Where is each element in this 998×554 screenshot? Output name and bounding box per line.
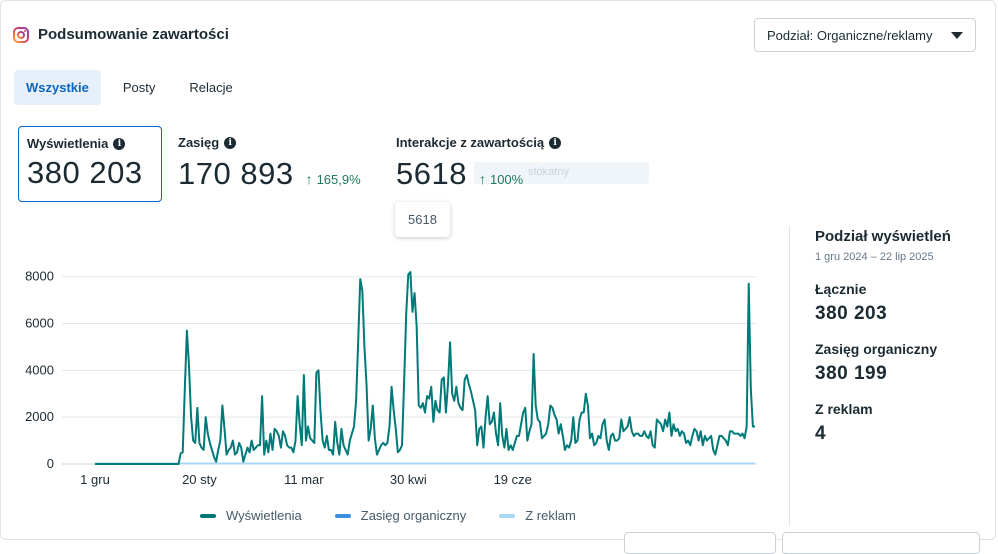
ads-label: Z reklam [815,401,873,417]
info-icon[interactable]: i [549,136,562,149]
metric-reach[interactable]: Zasięg i 170 893 ↑ 165,9% [178,135,361,192]
chevron-down-icon [951,31,963,39]
header: Podsumowanie zawartości [13,26,229,43]
x-tick-label: 30 kwi [390,472,427,487]
breakdown-date-range: 1 gru 2024 – 22 lip 2025 [815,251,934,263]
breakdown-title: Podział wyświetleń [815,228,951,245]
metric-interactions-value: 5618 [396,156,467,191]
divider [789,226,790,526]
ghost-label: stokatny [474,162,649,184]
series-line-views [95,271,755,465]
info-icon[interactable]: i [224,136,237,149]
y-tick-label: 0 [47,456,54,471]
legend-item-ads[interactable]: Z reklam [499,508,576,523]
chart-legend: Wyświetlenia Zasięg organiczny Z reklam [200,508,609,523]
metric-reach-change: ↑ 165,9% [306,171,361,187]
metric-interactions-change: ↑ 100% [479,171,523,187]
info-icon[interactable]: i [113,137,126,150]
organic-label: Zasięg organiczny [815,341,938,357]
metric-reach-value: 170 893 [178,156,294,191]
breakdown-dropdown[interactable]: Podział: Organiczne/reklamy [754,18,976,52]
legend-item-organic[interactable]: Zasięg organiczny [334,508,467,523]
bottom-button-left[interactable] [624,532,776,554]
tabs: Wszystkie Posty Relacje [14,70,255,105]
breakdown-dropdown-label: Podział: Organiczne/reklamy [767,27,933,43]
legend-label-ads: Z reklam [525,508,576,523]
arrow-up-icon: ↑ [305,171,313,187]
legend-swatch-ads [499,513,516,518]
bottom-button-right[interactable] [782,532,980,554]
ads-value: 4 [815,423,827,444]
metric-interactions[interactable]: Interakcje z zawartością i 5618 ↑ 100% [396,135,562,192]
metric-interactions-label: Interakcje z zawartością [396,135,545,150]
metric-views-label: Wyświetlenia [27,136,109,151]
views-line-chart[interactable]: 0 2000 4000 6000 8000 1 gru 20 sty 11 mar 30 kwi… [0,250,775,530]
total-value: 380 203 [815,303,888,324]
x-tick-label: 1 gru [80,472,110,487]
organic-value: 380 199 [815,363,888,384]
x-tick-label: 19 cze [494,472,532,487]
tab-all[interactable]: Wszystkie [14,70,101,105]
tab-posts[interactable]: Posty [122,80,156,95]
y-tick-label: 2000 [25,409,54,424]
page-title: Podsumowanie zawartości [38,26,229,43]
metric-views-value: 380 203 [27,155,143,190]
legend-swatch-organic [334,513,351,518]
legend-label-views: Wyświetlenia [226,508,302,523]
views-breakdown-panel: Podział wyświetleń 1 gru 2024 – 22 lip 2… [815,228,990,445]
y-tick-label: 6000 [25,316,54,331]
metric-reach-change-value: 165,9% [316,171,361,187]
legend-swatch-views [200,513,216,518]
tooltip: 5618 [395,202,450,237]
metric-reach-label: Zasięg [178,135,220,150]
legend-label-organic: Zasięg organiczny [360,508,467,523]
x-tick-label: 20 sty [182,472,217,487]
y-tick-label: 8000 [25,269,54,284]
metric-interactions-change-value: 100% [489,171,524,187]
x-tick-label: 11 mar [284,472,324,487]
legend-item-views[interactable]: Wyświetlenia [200,508,302,523]
y-tick-label: 4000 [25,362,54,377]
tab-stories[interactable]: Relacje [189,80,233,95]
instagram-icon [13,26,29,43]
arrow-up-icon: ↑ [478,171,486,187]
metric-views[interactable]: Wyświetlenia i 380 203 [18,126,162,202]
total-label: Łącznie [815,281,867,297]
